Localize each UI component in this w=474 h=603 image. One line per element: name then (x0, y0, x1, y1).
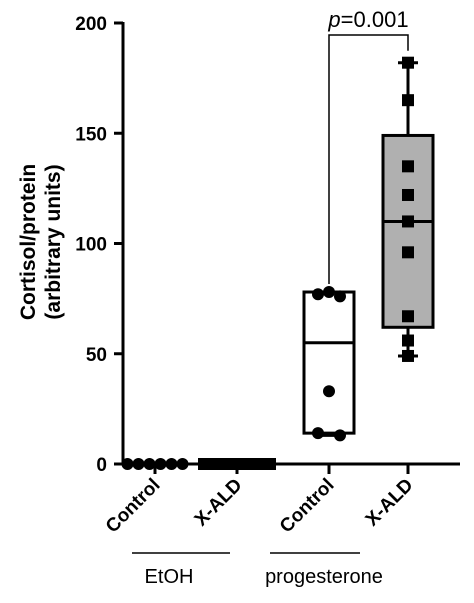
x-tick-label: X-ALD (362, 475, 418, 531)
box-body (302, 290, 356, 435)
data-point-square (402, 188, 414, 201)
significance-bracket-line (328, 34, 409, 285)
y-tick-label: 150 (75, 124, 107, 145)
data-point-square (402, 310, 414, 323)
data-point-circle (323, 385, 335, 398)
data-point-square (402, 56, 414, 69)
group-label: progesterone (265, 566, 383, 588)
data-point-square (264, 458, 276, 470)
data-point-circle (132, 458, 145, 470)
data-point-circle (165, 458, 178, 470)
data-point-square (402, 94, 414, 107)
data-point-circle (323, 286, 335, 299)
data-point-square (402, 215, 414, 228)
significance-bracket: p=0.001 (327, 7, 409, 285)
x-ticks: Control X-ALD Control X-ALD (102, 464, 418, 537)
y-axis-title: Cortisol/protein (arbitrary units) (17, 164, 65, 320)
y-tick-label: 100 (75, 235, 107, 256)
y-tick-label: 50 (86, 345, 107, 366)
group-label: EtOH (145, 566, 194, 588)
data-point-square (253, 458, 265, 470)
p-value-symbol: p (327, 7, 340, 32)
data-point-circle (154, 458, 167, 470)
data-point-circle (121, 458, 134, 470)
y-axis-title-line-2: (arbitrary units) (42, 164, 65, 319)
data-point-circle (334, 429, 346, 442)
data-point-circle (176, 458, 189, 470)
y-axis-title-line-1: Cortisol/protein (17, 164, 40, 320)
data-point-square (402, 334, 414, 347)
data-point-circle (334, 290, 346, 303)
y-axis: 0 50 100 150 200 (75, 14, 125, 476)
y-tick-label: 0 (96, 455, 107, 476)
data-point-square (209, 458, 221, 470)
p-value-label: p=0.001 (327, 7, 408, 32)
data-points (121, 56, 414, 470)
data-point-square (220, 458, 232, 470)
p-value-text: =0.001 (341, 7, 409, 32)
x-tick-label: Control (276, 475, 339, 538)
data-point-square (198, 458, 210, 470)
data-point-square (402, 160, 414, 173)
data-point-square (402, 349, 414, 362)
data-point-circle (312, 288, 324, 301)
x-tick-label: X-ALD (191, 475, 247, 531)
x-axis: Control X-ALD Control X-ALD (102, 462, 460, 537)
data-point-circle (143, 458, 156, 470)
y-tick-label: 200 (75, 14, 107, 35)
y-ticks: 0 50 100 150 200 (75, 14, 123, 476)
group-labels: EtOH progesterone (132, 552, 383, 588)
x-tick-label: Control (102, 475, 165, 538)
data-point-circle (312, 427, 324, 440)
box-3 (302, 290, 356, 437)
data-point-square (231, 458, 243, 470)
data-point-square (402, 246, 414, 259)
data-point-square (242, 458, 254, 470)
